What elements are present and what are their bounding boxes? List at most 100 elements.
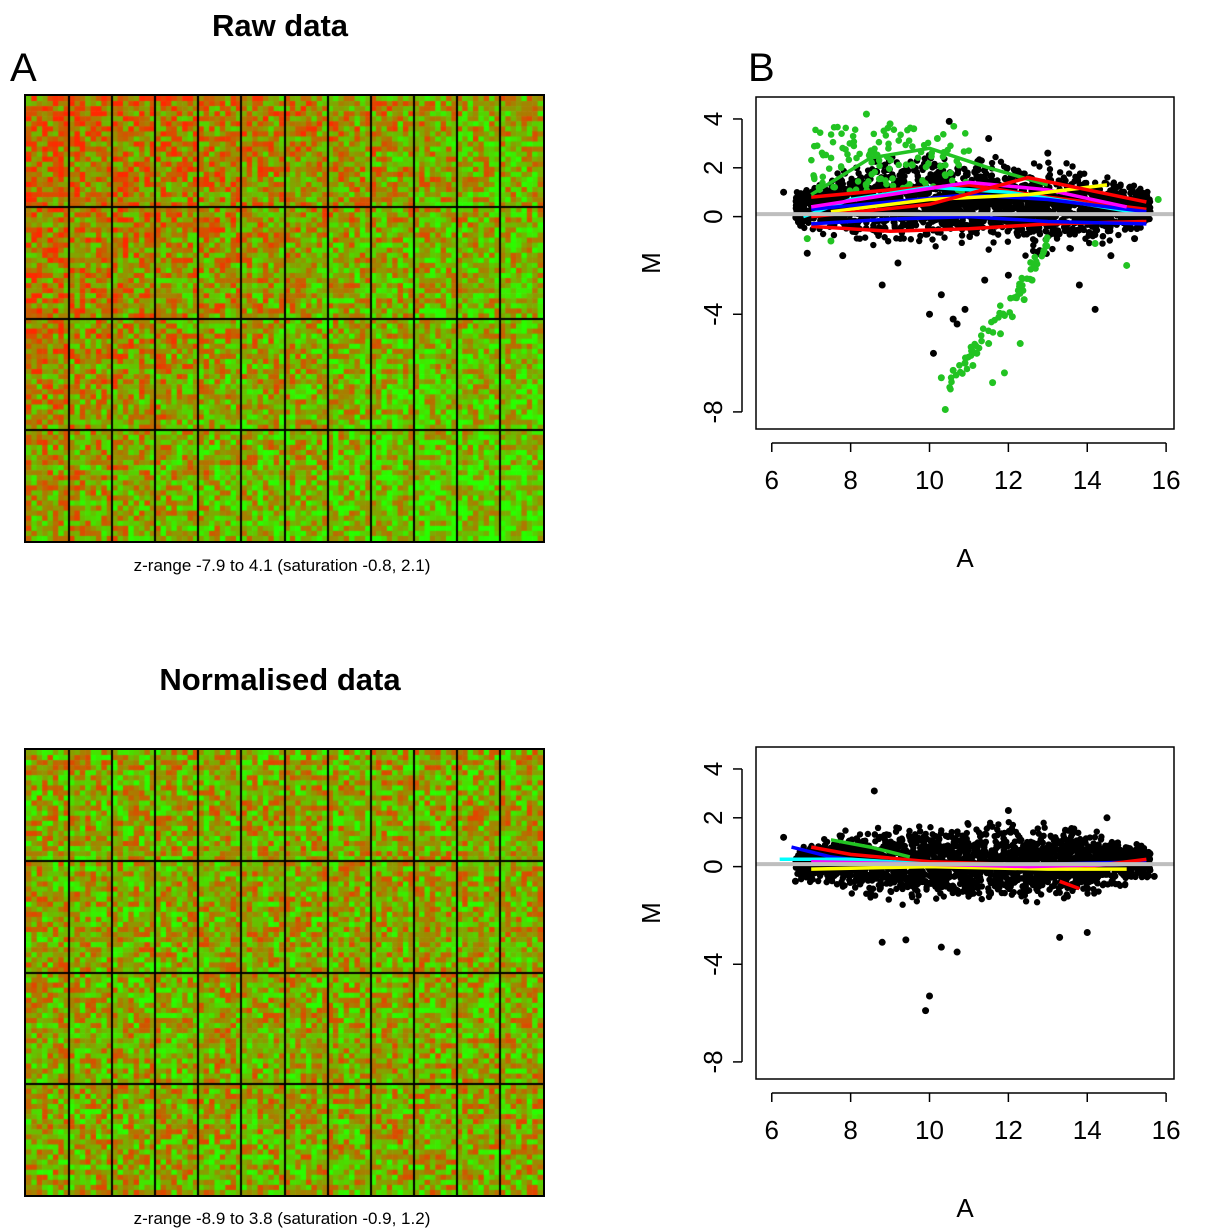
y-tick-label: 2	[698, 811, 728, 825]
green-point	[829, 138, 837, 146]
cloud-point	[1084, 885, 1092, 892]
cloud-point	[962, 837, 970, 845]
cloud-point	[1041, 870, 1048, 878]
cloud-point	[1008, 825, 1016, 832]
cloud-point	[941, 234, 948, 241]
green-point	[885, 145, 892, 152]
series-0-point	[780, 188, 788, 196]
cloud-point	[907, 870, 915, 877]
cloud-point	[871, 831, 879, 838]
cloud-point	[935, 880, 942, 888]
green-point	[940, 131, 947, 138]
y-tick-label: 0	[698, 209, 728, 223]
cloud-point	[846, 879, 854, 886]
cloud-point	[1086, 834, 1094, 841]
loess-line-5	[810, 180, 1128, 209]
cloud-point	[903, 876, 910, 883]
cloud-point	[969, 201, 976, 208]
cloud-point	[802, 867, 809, 875]
cloud-point	[1076, 170, 1084, 177]
green-point	[995, 314, 1002, 321]
cloud-point	[1024, 887, 1032, 895]
cloud-point	[982, 838, 990, 846]
cloud-point	[1035, 830, 1043, 837]
cloud-point	[1135, 868, 1143, 876]
cloud-point	[1052, 889, 1060, 897]
cloud-point	[1076, 835, 1084, 843]
cloud-point	[1045, 841, 1052, 848]
green-point	[944, 146, 951, 154]
series-0-point	[1150, 872, 1158, 880]
series-1-point	[969, 362, 977, 370]
cloud-point	[881, 161, 889, 168]
cloud-point	[929, 236, 936, 243]
y-tick-label: 2	[698, 161, 728, 175]
cloud-point	[848, 175, 855, 182]
cloud-point	[1010, 198, 1017, 205]
cloud-point	[976, 839, 984, 847]
loess-line-7	[810, 146, 1049, 197]
cloud-point	[1028, 856, 1035, 863]
cloud-point	[945, 851, 952, 858]
x-tick-label: 10	[915, 465, 944, 495]
cloud-point	[1091, 231, 1099, 239]
green-point	[830, 183, 837, 191]
cloud-point	[861, 234, 869, 241]
cloud-point	[913, 898, 921, 905]
cloud-point	[884, 238, 892, 245]
cloud-point	[932, 243, 939, 250]
cloud-point	[814, 869, 821, 876]
cloud-point	[883, 838, 891, 846]
cloud-point	[1030, 160, 1038, 167]
cloud-point	[875, 881, 883, 889]
x-tick-label: 6	[765, 1115, 779, 1145]
series-1-point	[1154, 196, 1162, 204]
cloud-point	[1020, 848, 1027, 855]
series-0-point	[929, 349, 937, 357]
cloud-point	[1069, 163, 1076, 170]
cloud-point	[842, 827, 849, 834]
cloud-point	[1030, 242, 1037, 249]
cloud-point	[927, 838, 934, 845]
cloud-point	[834, 170, 841, 177]
cloud-point	[1138, 873, 1146, 881]
cloud-point	[951, 873, 958, 880]
cloud-point	[936, 176, 944, 183]
cloud-point	[900, 222, 907, 229]
cloud-point	[814, 877, 822, 885]
cloud-point	[950, 839, 957, 846]
green-point	[946, 383, 953, 391]
cloud-point	[999, 840, 1007, 847]
cloud-point	[981, 856, 988, 864]
cloud-point	[994, 199, 1001, 206]
cloud-point	[1010, 849, 1018, 857]
green-point	[838, 164, 845, 171]
cloud-point	[1010, 166, 1018, 173]
series-0-point	[791, 877, 799, 885]
x-tick-label: 16	[1152, 465, 1180, 495]
green-point	[1039, 249, 1047, 257]
cloud-point	[911, 831, 919, 838]
cloud-point	[1116, 882, 1124, 889]
series-1-point	[1016, 340, 1024, 348]
cloud-point	[988, 159, 996, 167]
cloud-point	[900, 235, 907, 242]
series-1-point	[996, 330, 1004, 338]
green-point	[948, 378, 955, 386]
cloud-point	[992, 204, 999, 211]
cloud-point	[929, 831, 936, 838]
cloud-point	[1090, 886, 1097, 893]
y-tick-label: 0	[698, 859, 728, 873]
cloud-point	[1034, 825, 1041, 832]
cloud-point	[830, 231, 838, 239]
series-0-point	[953, 320, 961, 328]
green-point	[920, 141, 928, 149]
cloud-point	[982, 850, 989, 858]
cloud-point	[1036, 228, 1043, 236]
cloud-point	[1093, 828, 1100, 835]
cloud-point	[1093, 223, 1100, 230]
cloud-point	[916, 823, 923, 830]
cloud-point	[994, 832, 1001, 839]
green-point	[868, 159, 875, 166]
